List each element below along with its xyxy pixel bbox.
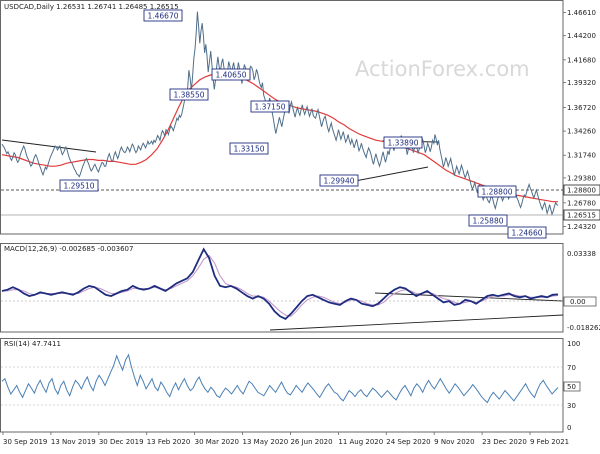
annotation-1-40650: 1.40650 (211, 68, 251, 81)
x-tick-label: 13 Nov 2019 (51, 438, 96, 446)
macd-line (1, 247, 559, 320)
annotation-label: 1.33150 (233, 145, 264, 154)
price-y-tick-label: 1.39320 (567, 79, 596, 87)
rsi-tick-30: 30 (567, 402, 576, 410)
rsi-y-axis: 100 70 50 30 0 (563, 340, 580, 432)
x-tick-label: 30 Sep 2019 (3, 438, 47, 446)
x-tick-label: 9 Nov 2020 (434, 438, 474, 446)
price-box-1-28800: 1.28800 (563, 184, 600, 196)
macd-tick-zero: 0.00 (570, 298, 586, 306)
x-tick-label: 23 Dec 2020 (482, 438, 527, 446)
x-tick-label: 13 Feb 2020 (147, 438, 191, 446)
annotation-label: 1.28800 (481, 188, 512, 197)
annotation-1-28800-high: 1.28800 (477, 185, 517, 198)
x-tick-label: 13 May 2020 (243, 438, 289, 446)
macd-trendline-lower (269, 314, 563, 331)
annotation-1-29510: 1.29510 (59, 179, 99, 192)
rsi-label: RSI(14) 47.7411 (4, 340, 61, 348)
x-tick-label: 26 Jun 2020 (290, 438, 332, 446)
rsi-tick-0: 0 (567, 424, 571, 432)
price-y-tick-label: 1.46610 (567, 9, 596, 17)
rsi-tick-50: 50 (567, 383, 576, 391)
annotation-1-37150: 1.37150 (250, 100, 290, 113)
annotation-label: 1.24660 (511, 229, 542, 238)
price-y-tick-label: 1.29380 (567, 174, 596, 182)
annotation-label: 1.46670 (147, 12, 178, 21)
macd-tick-bottom: -0.018262 (567, 324, 600, 332)
trendline-2 (354, 166, 429, 182)
watermark: ActionForex.com (355, 57, 530, 81)
annotation-1-33890: 1.33890 (383, 136, 423, 149)
x-tick-label: 11 Aug 2020 (338, 438, 383, 446)
price-y-tick-label: 1.36720 (567, 104, 596, 112)
x-tick-label: 24 Sep 2020 (386, 438, 430, 446)
x-tick-label: 9 Feb 2021 (530, 438, 569, 446)
price-y-tick-label: 1.24320 (567, 223, 596, 231)
macd-signal-line (2, 254, 559, 317)
annotation-label: 1.33890 (387, 139, 418, 148)
annotation-label: 1.38550 (173, 91, 204, 100)
x-tick-label: 30 Dec 2019 (99, 438, 144, 446)
annotation-label: 1.37150 (254, 103, 285, 112)
price-box-label: 1.28800 (567, 187, 596, 195)
annotation-1-25880: 1.25880 (468, 214, 508, 227)
price-line (1, 11, 559, 216)
price-box-label: 1.26515 (567, 212, 596, 220)
annotation-label: 1.29510 (63, 182, 94, 191)
chart-title: USDCAD,Daily 1.26531 1.26741 1.26485 1.2… (4, 3, 179, 11)
price-box-current: 1.26515 (563, 209, 600, 221)
price-panel-frame (0, 0, 564, 235)
macd-panel-frame (0, 243, 564, 333)
price-y-axis: 1.46610 1.44200 1.41680 1.39320 1.36720 1.342… (563, 9, 596, 231)
macd-label: MACD(12,26,9) -0.002685 -0.003607 (4, 245, 133, 253)
rsi-line (1, 353, 559, 404)
x-tick-label: 30 Mar 2020 (195, 438, 239, 446)
annotation-label: 1.25880 (472, 217, 503, 226)
trendline-1 (1, 139, 97, 153)
price-y-tick-label: 1.44200 (567, 32, 596, 40)
macd-tick-top: 0.03338 (567, 250, 596, 258)
rsi-tick-100: 100 (567, 340, 580, 348)
annotation-1-24660: 1.24660 (507, 226, 547, 239)
macd-y-axis: 0.03338 0.00 -0.018262 (563, 250, 600, 332)
annotation-label: 1.40650 (215, 71, 246, 80)
price-y-tick-label: 1.41680 (567, 56, 596, 64)
annotation-1-46670: 1.46670 (143, 9, 183, 22)
price-y-tick-label: 1.34260 (567, 128, 596, 136)
rsi-panel-frame (0, 338, 564, 433)
rsi-tick-70: 70 (567, 364, 576, 372)
price-y-tick-label: 1.31740 (567, 152, 596, 160)
annotation-1-38550: 1.38550 (169, 88, 209, 101)
annotation-1-33150: 1.33150 (229, 142, 269, 155)
x-axis: 30 Sep 2019 13 Nov 2019 30 Dec 2019 13 Feb … (2, 432, 569, 446)
annotation-label: 1.29940 (323, 177, 354, 186)
macd-trendline-upper (374, 292, 563, 302)
annotation-1-29940: 1.29940 (319, 174, 359, 187)
price-y-tick-label: 1.26780 (567, 199, 596, 207)
